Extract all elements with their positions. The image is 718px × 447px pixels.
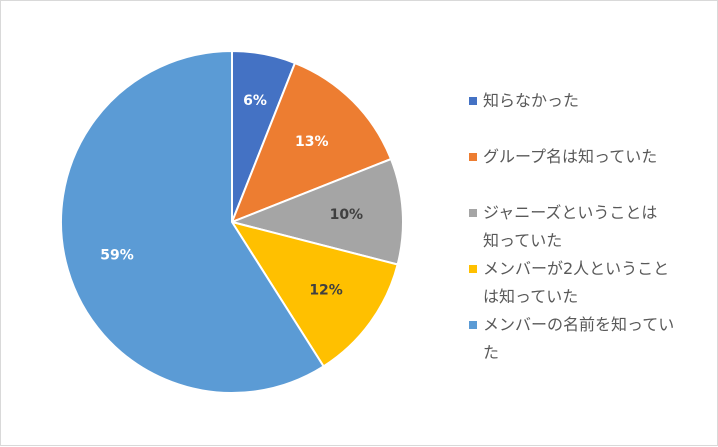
legend-swatch — [469, 97, 477, 105]
pie-slice — [230, 61, 393, 224]
pie-slice — [229, 220, 399, 368]
legend-item-shiranakatta: 知らなかった — [469, 87, 709, 115]
legend-label: メンバーが2人ということ は知っていた — [483, 259, 670, 306]
legend-swatch — [469, 153, 477, 161]
legend-label: 知らなかった — [483, 91, 580, 110]
legend-swatch — [469, 265, 477, 273]
pie-slice — [59, 49, 326, 394]
legend-label: メンバーの名前を知ってい た — [483, 315, 675, 362]
legend-item-two-members: メンバーが2人ということ は知っていた — [469, 255, 709, 311]
pie-slice — [228, 157, 404, 266]
pie-chart: 6% 13% 10% 12% 59% — [59, 49, 404, 394]
data-label: 59% — [100, 247, 134, 263]
data-label: 13% — [295, 134, 329, 150]
legend-item-member-names: メンバーの名前を知ってい た — [469, 311, 709, 367]
legend-item-johnnys: ジャニーズということは 知っていた — [469, 199, 709, 255]
legend-label: グループ名は知っていた — [483, 147, 658, 166]
legend-swatch — [469, 321, 477, 329]
data-label: 6% — [243, 93, 267, 109]
legend-item-group-name: グループ名は知っていた — [469, 143, 709, 171]
legend-swatch — [469, 209, 477, 217]
data-label: 12% — [309, 282, 343, 298]
legend-label: ジャニーズということは 知っていた — [483, 203, 658, 250]
data-label: 10% — [330, 207, 364, 223]
